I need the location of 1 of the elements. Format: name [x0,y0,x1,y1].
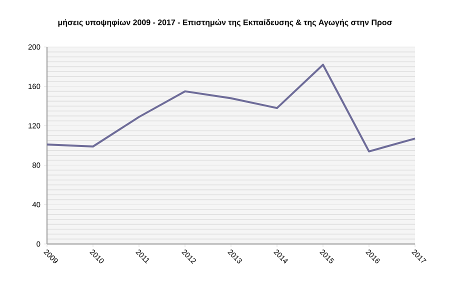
line-series [46,64,416,152]
